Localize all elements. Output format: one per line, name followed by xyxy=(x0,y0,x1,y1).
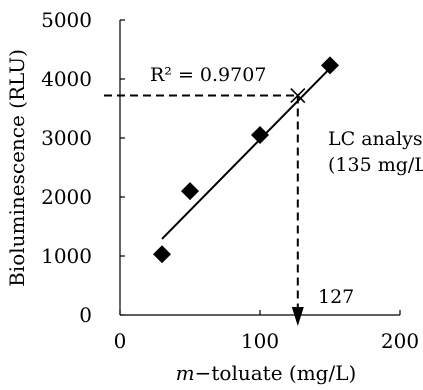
y-tick-label: 1000 xyxy=(41,244,92,268)
data-point-diamond xyxy=(153,245,171,264)
down-arrow-icon xyxy=(291,307,304,326)
x-tick-label: 0 xyxy=(114,329,127,353)
trend-line xyxy=(161,64,334,240)
y-tick-label: 4000 xyxy=(41,67,92,91)
y-tick-label: 2000 xyxy=(41,185,92,209)
data-point-diamond xyxy=(321,56,339,75)
x-tick-label: 100 xyxy=(241,329,279,353)
data-point-diamond xyxy=(251,126,269,145)
intersection-label: 127 xyxy=(318,286,354,308)
x-axis-title-rest: −toluate (mg/L) xyxy=(195,361,357,385)
lc-value-label: (135 mg/L xyxy=(328,154,423,176)
data-point-diamond xyxy=(181,182,199,201)
x-tick-label: 200 xyxy=(381,329,419,353)
lc-analysis-label: LC analys xyxy=(328,128,423,150)
y-tick-label: 5000 xyxy=(41,8,92,32)
intersection-cross-mark xyxy=(290,87,306,104)
axis-ticks xyxy=(119,19,401,316)
y-tick-label: 0 xyxy=(79,303,92,327)
plot-area: 0 1000 2000 3000 4000 5000 0 100 200 xyxy=(41,8,419,353)
cross-stroke xyxy=(290,87,306,104)
y-tick-label: 3000 xyxy=(41,126,92,150)
x-axis-title-italic: m xyxy=(176,361,195,385)
tick-labels: 0 1000 2000 3000 4000 5000 0 100 200 xyxy=(41,8,419,353)
data-markers xyxy=(153,56,339,264)
y-axis-title: Bioluminescence (RLU) xyxy=(5,49,29,287)
x-axis-title: m−toluate (mg/L) xyxy=(176,361,357,385)
r-squared-label: R² = 0.9707 xyxy=(150,64,266,86)
